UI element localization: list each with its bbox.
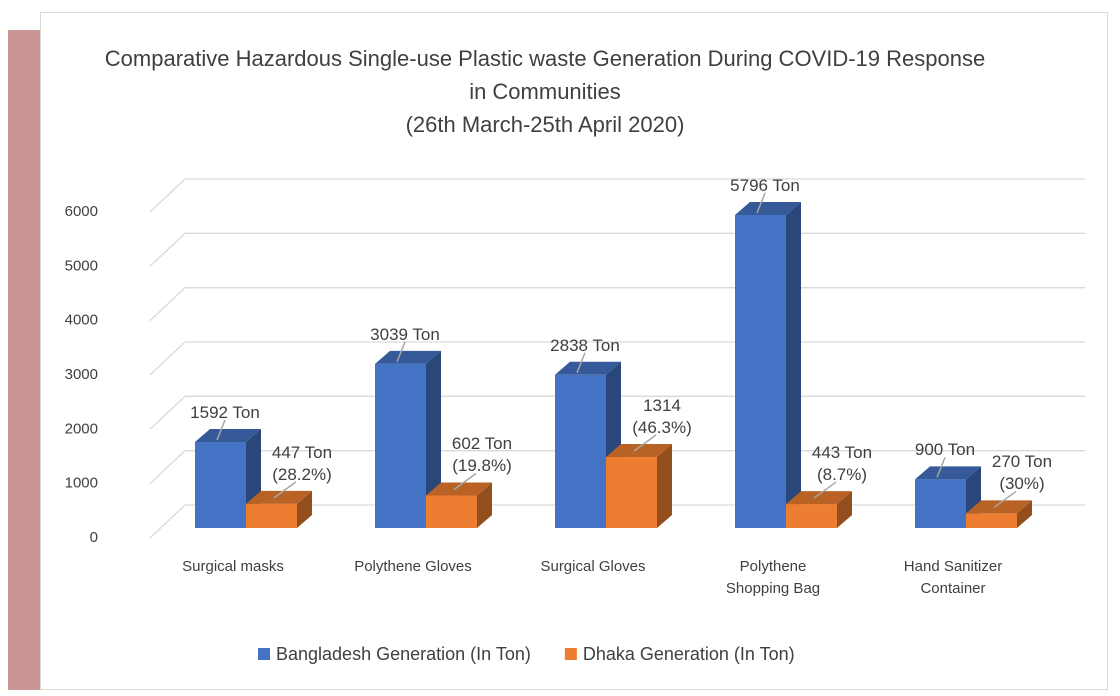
y-tick-label: 0 [90, 529, 98, 546]
x-tick-label: Surgical masks [182, 558, 284, 575]
bar-top [735, 202, 801, 216]
bar-top [426, 482, 492, 496]
grid-line [149, 232, 1085, 267]
leader-line [396, 341, 406, 363]
legend-swatch [258, 648, 270, 660]
bar [786, 491, 852, 528]
bar-front [786, 504, 837, 528]
bar-front [606, 457, 657, 528]
data-label: 1314 (46.3%) [632, 396, 692, 438]
bar-side [657, 444, 672, 528]
data-label: 1592 Ton [190, 403, 260, 423]
bar-side [297, 490, 312, 528]
legend-label: Bangladesh Generation (In Ton) [276, 644, 531, 664]
bar-top [195, 429, 261, 443]
leader-line [756, 192, 766, 214]
chart-frame [40, 12, 1108, 690]
bar-side [786, 202, 801, 529]
bar-top [375, 350, 441, 364]
y-tick-label: 4000 [65, 312, 98, 329]
leader-line [936, 457, 946, 478]
data-label: 3039 Ton [370, 324, 440, 344]
side-strip [8, 30, 40, 690]
bar-front [375, 363, 426, 528]
bar-top [915, 466, 981, 480]
x-tick-label: Hand Sanitizer Container [903, 558, 1003, 597]
bar-top [606, 444, 672, 458]
y-tick-label: 2000 [65, 420, 98, 437]
data-label: 900 Ton [914, 440, 976, 460]
leader-line [453, 472, 477, 491]
bar-top [966, 500, 1032, 514]
leader-line [633, 434, 657, 452]
bar-top [555, 361, 621, 375]
title-text: Comparative Hazardous Single-use Plastic… [104, 46, 986, 104]
bar [426, 482, 492, 528]
x-tick-label: Surgical Gloves [540, 558, 646, 575]
data-label: 447 Ton (28.2%) [271, 442, 333, 484]
data-label: 602 Ton (19.8%) [451, 434, 513, 476]
bar-side [426, 350, 441, 528]
bar-side [837, 491, 852, 528]
leader-line [993, 490, 1017, 509]
data-label: 2838 Ton [550, 335, 620, 355]
data-label: 443 Ton (8.7%) [811, 443, 873, 485]
bar [606, 444, 672, 528]
legend-swatch [564, 648, 577, 660]
y-tick-label: 6000 [65, 203, 98, 220]
data-label: 5796 Ton [730, 176, 800, 196]
grid-line [149, 178, 1085, 213]
bar-front [735, 215, 786, 529]
bar-top [786, 491, 852, 505]
bar-top [246, 490, 312, 504]
bar [246, 490, 312, 528]
y-tick-label: 5000 [65, 257, 98, 274]
bar-side [1017, 500, 1032, 528]
chart-title: Comparative Hazardous Single-use Plastic… [100, 42, 990, 141]
bar-side [477, 482, 492, 528]
bar-front [555, 374, 606, 528]
leader-line [813, 481, 837, 499]
y-tick-label: 3000 [65, 366, 98, 383]
x-tick-label: Polythene Gloves [354, 558, 472, 575]
leader-line [273, 481, 297, 499]
bar [375, 350, 441, 528]
x-tick-label: Polythene Shopping Bag [725, 558, 821, 597]
bar-front [246, 503, 297, 528]
subtitle: (26th March-25th April 2020) [405, 112, 685, 137]
bar [735, 202, 801, 529]
bar-front [195, 442, 246, 528]
bar-front [966, 513, 1017, 528]
grid-line [149, 287, 1085, 322]
data-label: 270 Ton (30%) [991, 452, 1053, 494]
bar-front [915, 479, 966, 528]
leader-line [216, 419, 226, 441]
y-tick-label: 1000 [65, 475, 98, 492]
leader-line [576, 352, 586, 374]
legend-label: Dhaka Generation (In Ton) [583, 644, 795, 664]
bar [966, 500, 1032, 528]
bar-front [426, 495, 477, 528]
